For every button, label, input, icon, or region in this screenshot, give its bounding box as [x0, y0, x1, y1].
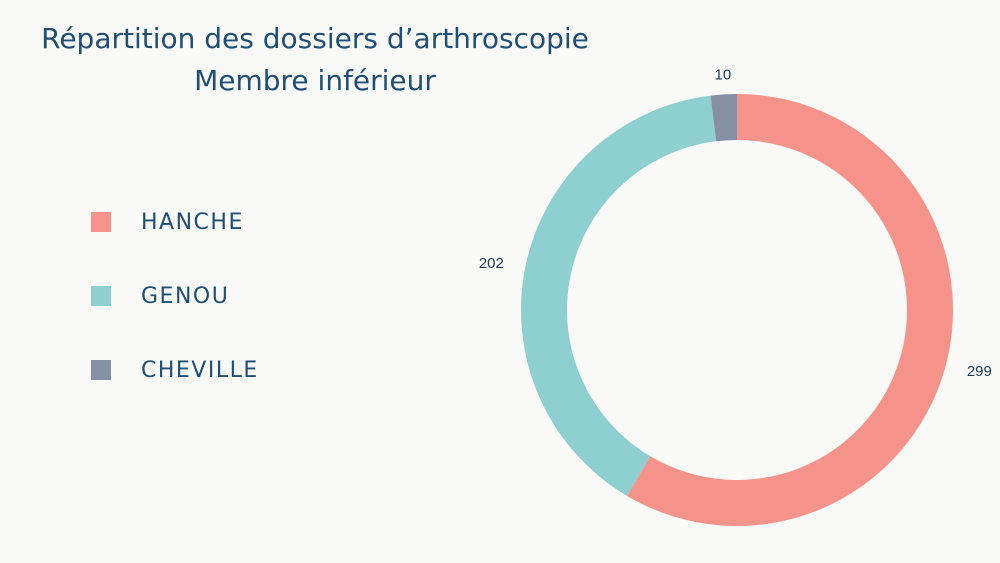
legend-swatch-genou [91, 286, 111, 306]
donut-slice-cheville [710, 94, 737, 142]
chart-title: Répartition des dossiers d’arthroscopie … [20, 18, 610, 102]
legend-label-genou: GENOU [141, 283, 230, 309]
legend-swatch-hanche [91, 212, 111, 232]
legend-swatch-cheville [91, 360, 111, 380]
data-label-hanche: 299 [967, 363, 992, 380]
legend-label-hanche: HANCHE [141, 209, 244, 235]
legend-item-hanche: HANCHE [91, 206, 259, 238]
legend: HANCHE GENOU CHEVILLE [91, 206, 259, 428]
legend-item-cheville: CHEVILLE [91, 354, 259, 386]
title-line-2: Membre inférieur [194, 64, 436, 97]
data-label-cheville: 10 [715, 66, 732, 83]
data-label-genou: 202 [479, 255, 504, 272]
legend-label-cheville: CHEVILLE [141, 357, 259, 383]
title-line-1: Répartition des dossiers d’arthroscopie [41, 22, 589, 55]
donut-slice-genou [521, 95, 717, 496]
legend-item-genou: GENOU [91, 280, 259, 312]
donut-slice-hanche [626, 94, 953, 526]
